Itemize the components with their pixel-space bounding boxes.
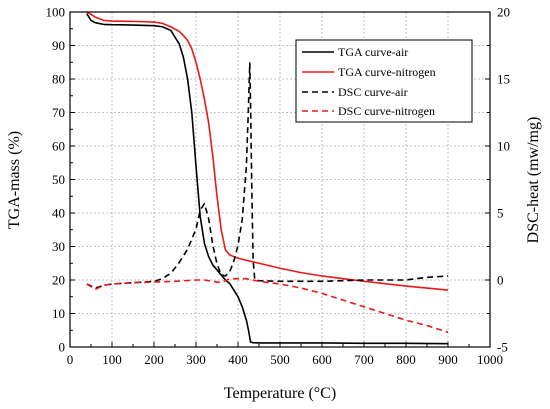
y-right-tick-label: 0 [497, 273, 504, 288]
y-left-tick-label: 60 [52, 139, 65, 154]
series-line-dsc-curve-air [86, 62, 449, 289]
x-tick-label: 200 [144, 352, 164, 367]
x-tick-label: 0 [67, 352, 74, 367]
y-right-tick-label: 20 [497, 5, 510, 20]
x-tick-label: 100 [102, 352, 122, 367]
x-tick-label: 600 [312, 352, 332, 367]
y-left-tick-label: 80 [52, 72, 65, 87]
x-tick-label: 1000 [477, 352, 503, 367]
x-tick-label: 400 [228, 352, 248, 367]
legend: TGA curve-air TGA curve-nitrogen DSC cur… [295, 39, 473, 123]
series-layer [86, 12, 449, 345]
series-line-tga-curve-nitrogen [86, 12, 449, 291]
y-left-tick-label: 50 [52, 172, 65, 187]
y-left-axis-title: TGA-mass (%) [6, 131, 23, 229]
series-line-dsc-curve-nitrogen [86, 277, 449, 334]
y-left-tick-label: 70 [52, 105, 65, 120]
x-tick-label: 800 [396, 352, 416, 367]
y-left-tick-label: 90 [52, 38, 65, 53]
y-left-tick-label: 40 [52, 206, 65, 221]
y-left-tick-label: 0 [59, 340, 66, 355]
x-tick-label: 900 [438, 352, 458, 367]
legend-label-tga-air: TGA curve-air [338, 45, 408, 59]
grid [70, 12, 490, 347]
legend-box [295, 39, 473, 123]
x-tick-label: 300 [186, 352, 206, 367]
x-axis-title: Temperature (°C) [224, 385, 336, 402]
series-line-tga-curve-air [86, 13, 449, 345]
y-right-tick-label: 15 [497, 72, 510, 87]
y-right-tick-label: 10 [497, 139, 510, 154]
y-left-tick-label: 10 [52, 306, 65, 321]
y-left-tick-labels: 0 10 20 30 40 50 60 70 80 90 100 [46, 5, 66, 355]
x-tick-label: 500 [270, 352, 290, 367]
y-left-tick-label: 100 [46, 5, 66, 20]
y-right-tick-label: -5 [497, 340, 508, 355]
x-tick-label: 700 [354, 352, 374, 367]
legend-label-dsc-air: DSC curve-air [338, 85, 408, 99]
y-left-tick-label: 30 [52, 239, 65, 254]
y-right-tick-label: 5 [497, 206, 504, 221]
legend-label-dsc-nitrogen: DSC curve-nitrogen [338, 104, 435, 118]
y-right-axis-title: DSC-heat (mw/mg) [525, 117, 542, 244]
x-tick-labels: 0 100 200 300 400 500 600 700 800 900 1000 [67, 352, 503, 367]
y-right-tick-labels: -5 0 5 10 15 20 [497, 5, 510, 355]
legend-label-tga-nitrogen: TGA curve-nitrogen [338, 65, 436, 79]
tick-marks [69, 11, 491, 348]
y-left-tick-label: 20 [52, 273, 65, 288]
